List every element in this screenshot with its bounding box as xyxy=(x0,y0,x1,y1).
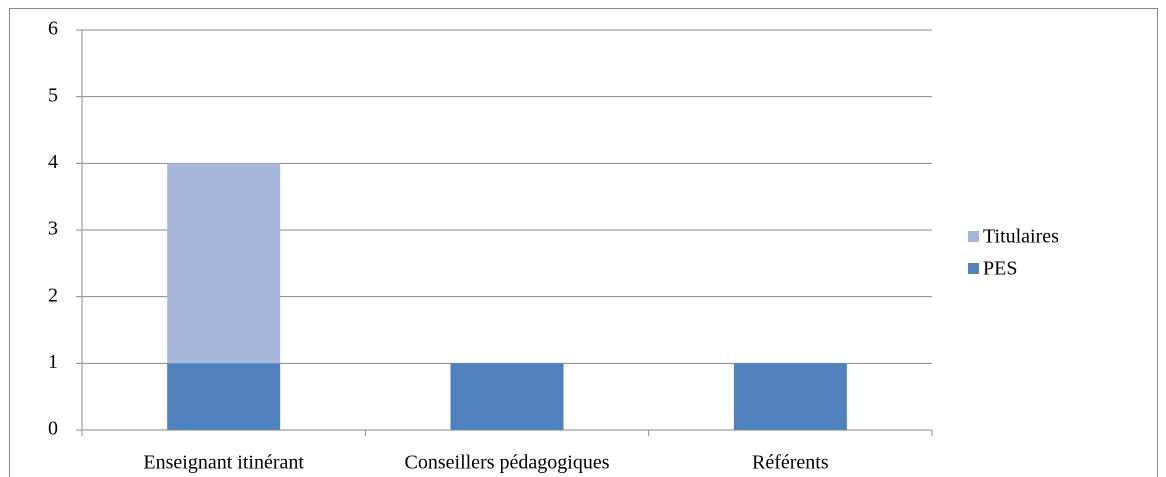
bar-segment xyxy=(167,363,281,430)
y-tick-label: 6 xyxy=(48,18,58,40)
y-tick-label: 0 xyxy=(48,418,58,440)
x-tick-label: Référents xyxy=(752,452,829,474)
y-tick-label: 3 xyxy=(48,218,58,240)
legend-label: Titulaires xyxy=(983,226,1059,248)
x-tick-label: Conseillers pédagogiques xyxy=(405,452,610,474)
x-tick-label: Enseignant itinérant xyxy=(143,452,304,474)
y-tick-label: 4 xyxy=(48,151,58,173)
bar-segment xyxy=(450,363,564,430)
bar-segment xyxy=(733,363,847,430)
chart-frame xyxy=(9,8,1158,477)
bar-segment xyxy=(167,163,281,364)
y-tick-label: 5 xyxy=(48,84,58,106)
legend-swatch xyxy=(968,263,979,274)
legend-swatch xyxy=(968,231,979,242)
y-tick-label: 2 xyxy=(48,284,58,306)
legend-label: PES xyxy=(983,258,1017,280)
y-tick-label: 1 xyxy=(48,351,58,373)
